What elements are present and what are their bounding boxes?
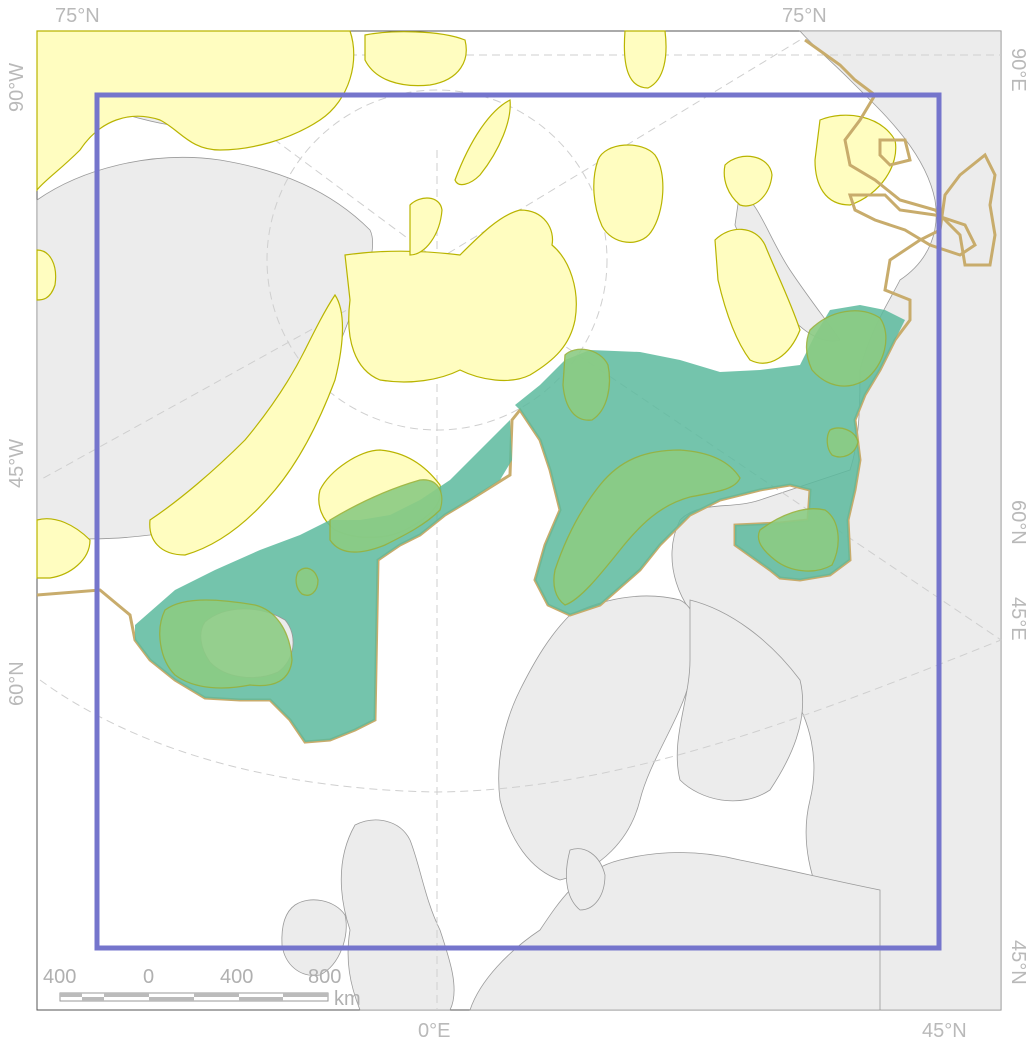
label-top-left-75n: 75°N xyxy=(55,5,100,27)
light-green-white-sea xyxy=(757,508,839,572)
light-green-small xyxy=(295,567,319,596)
label-left-90w: 90°W xyxy=(6,63,28,112)
greenland-land xyxy=(36,157,374,540)
scale-tick-label: 400 xyxy=(43,966,76,988)
scale-tick-label: 800 xyxy=(308,966,341,988)
light-green-bear-island xyxy=(562,348,611,421)
yellow-region-left-edge xyxy=(36,249,57,301)
scale-tick-label: 0 xyxy=(143,966,154,988)
yellow-region-east-greenland xyxy=(149,293,344,556)
light-green-kola xyxy=(826,427,859,458)
yellow-region-strait xyxy=(454,99,511,186)
label-right-60n: 60°N xyxy=(1007,500,1029,545)
finland-land xyxy=(676,599,804,802)
scandinavia-land xyxy=(498,595,697,881)
label-bottom-45n: 45°N xyxy=(922,1020,967,1042)
scale-tick-label: 400 xyxy=(220,966,253,988)
eez-outline-ne-box-1 xyxy=(847,193,977,257)
eez-outline-ne-box-2 xyxy=(878,138,912,167)
scale-bar: 400 0 400 800 km xyxy=(43,966,361,1010)
yellow-region-nw xyxy=(36,30,355,192)
yellow-regions xyxy=(36,30,897,579)
yellow-region-west-svalbard xyxy=(409,197,443,256)
label-right-45e: 45°E xyxy=(1007,597,1029,641)
light-green-coast xyxy=(553,449,741,606)
label-top-right-75n: 75°N xyxy=(782,5,827,27)
light-green-ne xyxy=(805,310,887,387)
yellow-region-top-right xyxy=(623,30,667,89)
light-green-jan-mayen xyxy=(329,479,443,553)
great-britain-land xyxy=(340,819,455,1011)
label-right-45n: 45°N xyxy=(1007,940,1029,985)
light-green-iceland xyxy=(159,599,293,689)
label-left-60n: 60°N xyxy=(6,661,28,706)
yellow-region-severnaya xyxy=(723,155,773,207)
scale-unit-label: km xyxy=(334,988,361,1010)
light-green-areas xyxy=(159,310,887,689)
yellow-region-fjl xyxy=(593,144,664,243)
ireland-land xyxy=(281,899,347,976)
yellow-region-barents xyxy=(344,209,577,383)
label-left-45w: 45°W xyxy=(6,439,28,488)
yellow-region-top-mid xyxy=(364,31,467,87)
label-right-90e: 90°E xyxy=(1007,48,1029,92)
label-bottom-0e: 0°E xyxy=(418,1020,450,1042)
yellow-region-left-edge-2 xyxy=(36,518,91,579)
study-area-frame xyxy=(94,92,942,951)
denmark-land xyxy=(565,848,606,911)
graticule-labels: 75°N 75°N 90°W 45°W 60°N 90°E 60°N 45°E … xyxy=(6,5,1029,1042)
yellow-region-kara xyxy=(714,228,801,364)
